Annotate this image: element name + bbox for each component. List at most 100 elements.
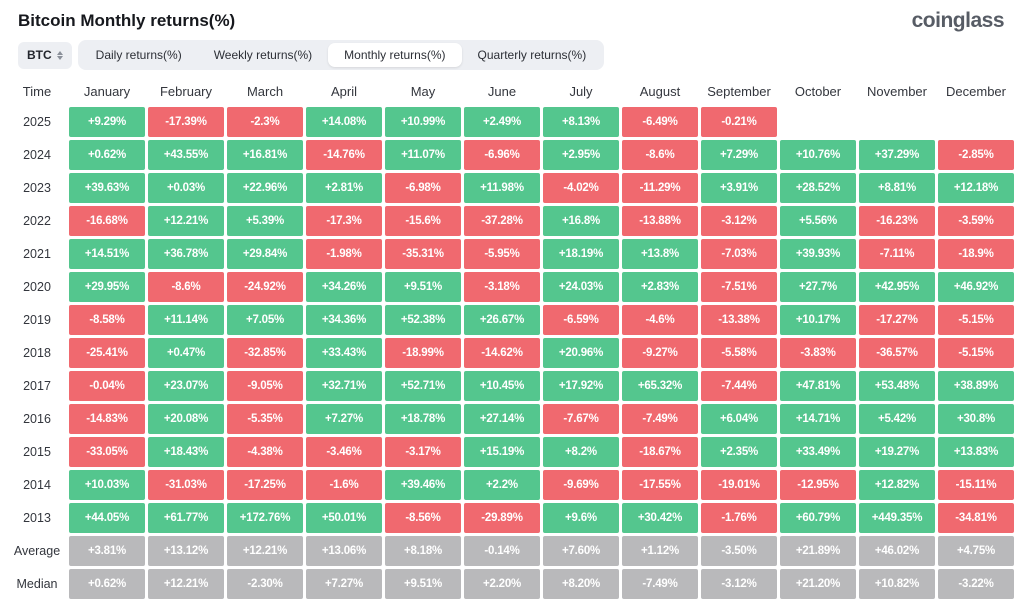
return-cell-2024-october: +10.76% xyxy=(780,140,856,170)
return-cell-2018-february: +0.47% xyxy=(148,338,224,368)
row-label-2018: 2018 xyxy=(23,346,51,360)
return-cell-2018-october: -3.83% xyxy=(780,338,856,368)
tab-weekly-returns[interactable]: Weekly returns(%) xyxy=(198,43,328,67)
page-title: Bitcoin Monthly returns(%) xyxy=(18,11,236,30)
return-cell-2017-april: +32.71% xyxy=(306,371,382,401)
column-header-september: September xyxy=(707,83,771,99)
return-cell-2013-august: +30.42% xyxy=(622,503,698,533)
return-cell-2019-february: +11.14% xyxy=(148,305,224,335)
tab-daily-returns[interactable]: Daily returns(%) xyxy=(80,43,198,67)
return-cell-2019-march: +7.05% xyxy=(227,305,303,335)
return-cell-2013-march: +172.76% xyxy=(227,503,303,533)
return-cell-2013-july: +9.6% xyxy=(543,503,619,533)
controls-bar: BTC Daily returns(%) Weekly returns(%) Mon… xyxy=(0,37,1024,77)
return-cell-2023-february: +0.03% xyxy=(148,173,224,203)
return-cell-2016-september: +6.04% xyxy=(701,404,777,434)
return-cell-2013-may: -8.56% xyxy=(385,503,461,533)
return-cell-2014-february: -31.03% xyxy=(148,470,224,500)
return-cell-2020-december: +46.92% xyxy=(938,272,1014,302)
return-cell-average-august: +1.12% xyxy=(622,536,698,566)
return-cell-2019-may: +52.38% xyxy=(385,305,461,335)
row-label-2023: 2023 xyxy=(23,181,51,195)
column-header-august: August xyxy=(639,83,681,99)
return-cell-2023-november: +8.81% xyxy=(859,173,935,203)
return-cell-2022-may: -15.6% xyxy=(385,206,461,236)
return-cell-2016-october: +14.71% xyxy=(780,404,856,434)
return-cell-2020-september: -7.51% xyxy=(701,272,777,302)
return-cell-2019-september: -13.38% xyxy=(701,305,777,335)
return-cell-2022-july: +16.8% xyxy=(543,206,619,236)
symbol-select[interactable]: BTC xyxy=(18,41,72,69)
return-cell-2015-april: -3.46% xyxy=(306,437,382,467)
return-cell-2014-october: -12.95% xyxy=(780,470,856,500)
return-cell-2022-december: -3.59% xyxy=(938,206,1014,236)
return-cell-2015-may: -3.17% xyxy=(385,437,461,467)
return-cell-2020-august: +2.83% xyxy=(622,272,698,302)
tab-monthly-returns[interactable]: Monthly returns(%) xyxy=(328,43,462,67)
coinglass-logo: coinglass xyxy=(911,9,1005,32)
return-cell-2020-march: -24.92% xyxy=(227,272,303,302)
chevron-updown-icon xyxy=(56,50,63,60)
column-header-october: October xyxy=(794,83,842,99)
row-label-2022: 2022 xyxy=(23,214,51,228)
return-cell-2024-april: -14.76% xyxy=(306,140,382,170)
return-cell-2021-june: -5.95% xyxy=(464,239,540,269)
return-cell-2016-december: +30.8% xyxy=(938,404,1014,434)
return-cell-2017-november: +53.48% xyxy=(859,371,935,401)
return-cell-2013-june: -29.89% xyxy=(464,503,540,533)
return-cell-empty xyxy=(938,107,1014,137)
return-cell-2016-january: -14.83% xyxy=(69,404,145,434)
return-cell-2015-january: -33.05% xyxy=(69,437,145,467)
return-cell-2014-march: -17.25% xyxy=(227,470,303,500)
column-header-january: January xyxy=(83,83,131,99)
column-header-february: February xyxy=(159,83,213,99)
row-label-average: Average xyxy=(13,544,61,558)
return-cell-2025-may: +10.99% xyxy=(385,107,461,137)
return-cell-2014-may: +39.46% xyxy=(385,470,461,500)
return-cell-2015-june: +15.19% xyxy=(464,437,540,467)
return-cell-average-february: +13.12% xyxy=(148,536,224,566)
return-cell-median-february: +12.21% xyxy=(148,569,224,599)
return-cell-2017-september: -7.44% xyxy=(701,371,777,401)
return-cell-median-september: -3.12% xyxy=(701,569,777,599)
return-cell-2025-february: -17.39% xyxy=(148,107,224,137)
return-cell-2014-november: +12.82% xyxy=(859,470,935,500)
return-cell-2014-july: -9.69% xyxy=(543,470,619,500)
return-cell-2021-january: +14.51% xyxy=(69,239,145,269)
return-cell-2015-december: +13.83% xyxy=(938,437,1014,467)
tab-quarterly-returns[interactable]: Quarterly returns(%) xyxy=(462,43,603,67)
row-label-2020: 2020 xyxy=(23,280,51,294)
return-cell-2020-october: +27.7% xyxy=(780,272,856,302)
return-cell-median-december: -3.22% xyxy=(938,569,1014,599)
return-cell-2013-february: +61.77% xyxy=(148,503,224,533)
return-cell-2014-april: -1.6% xyxy=(306,470,382,500)
row-label-2025: 2025 xyxy=(23,115,51,129)
return-cell-2024-november: +37.29% xyxy=(859,140,935,170)
column-header-july: July xyxy=(569,83,593,99)
return-cell-2023-january: +39.63% xyxy=(69,173,145,203)
return-cell-2021-april: -1.98% xyxy=(306,239,382,269)
return-cell-2021-october: +39.93% xyxy=(780,239,856,269)
return-cell-average-march: +12.21% xyxy=(227,536,303,566)
return-cell-2021-december: -18.9% xyxy=(938,239,1014,269)
column-header-june: June xyxy=(487,83,517,99)
return-cell-2023-june: +11.98% xyxy=(464,173,540,203)
return-cell-2013-october: +60.79% xyxy=(780,503,856,533)
return-cell-2016-july: -7.67% xyxy=(543,404,619,434)
return-cell-2016-march: -5.35% xyxy=(227,404,303,434)
return-cell-2023-march: +22.96% xyxy=(227,173,303,203)
return-cell-2014-june: +2.2% xyxy=(464,470,540,500)
return-cell-2019-december: -5.15% xyxy=(938,305,1014,335)
return-cell-2021-november: -7.11% xyxy=(859,239,935,269)
return-cell-2013-april: +50.01% xyxy=(306,503,382,533)
return-cell-2015-september: +2.35% xyxy=(701,437,777,467)
return-cell-2020-july: +24.03% xyxy=(543,272,619,302)
return-cell-median-january: +0.62% xyxy=(69,569,145,599)
return-cell-2021-march: +29.84% xyxy=(227,239,303,269)
return-cell-2025-january: +9.29% xyxy=(69,107,145,137)
return-cell-average-april: +13.06% xyxy=(306,536,382,566)
column-header-time: Time xyxy=(22,83,52,99)
return-cell-2025-july: +8.13% xyxy=(543,107,619,137)
return-cell-2018-september: -5.58% xyxy=(701,338,777,368)
return-cell-average-october: +21.89% xyxy=(780,536,856,566)
